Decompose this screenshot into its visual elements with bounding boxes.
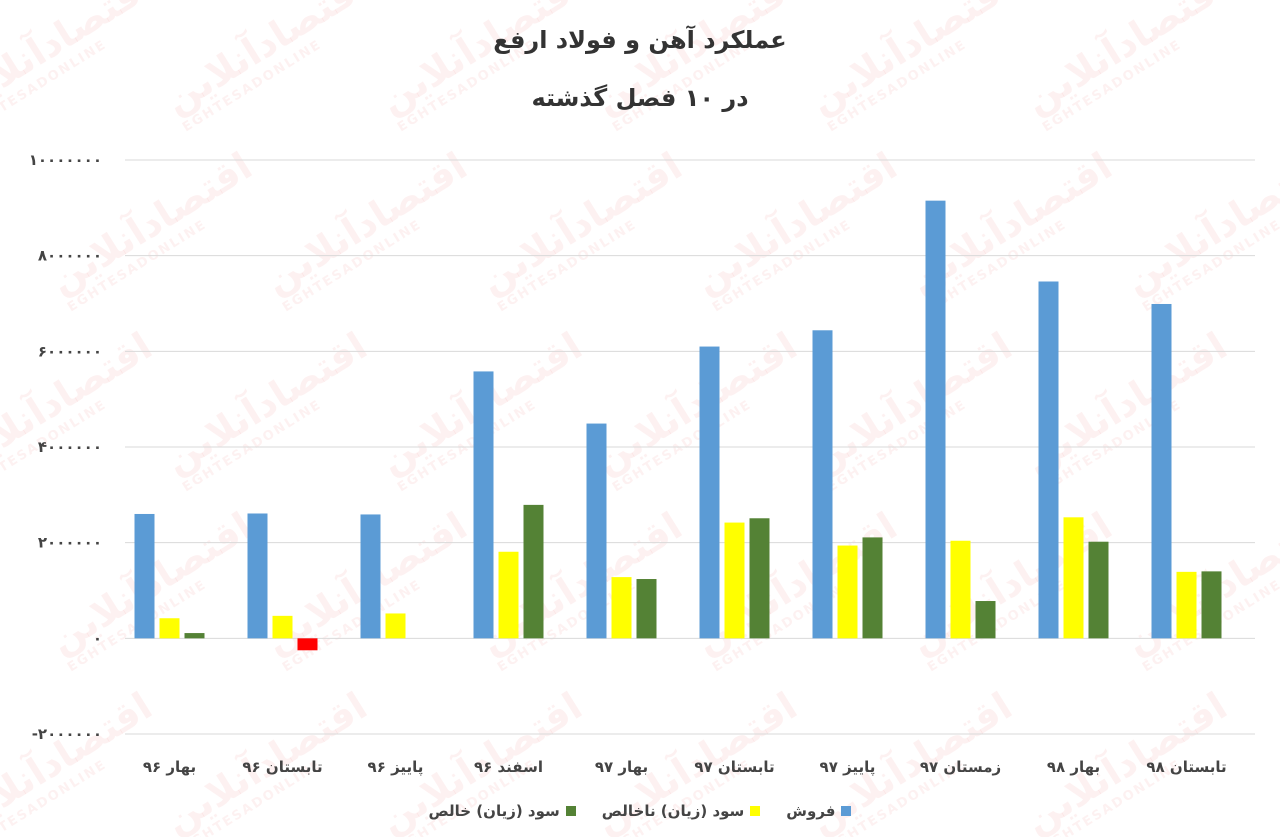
bar-series-0-3 [473, 371, 494, 639]
y-tick-label: -۲۰۰۰۰۰۰ [32, 725, 102, 743]
bars [134, 200, 1222, 651]
bar-series-0-4 [586, 423, 607, 639]
bar-series-1-2 [385, 613, 406, 639]
x-tick-label: بهار ۹۸ [1047, 758, 1100, 776]
bar-series-1-7 [950, 540, 971, 639]
bar-series-0-1 [247, 513, 268, 639]
bar-series-0-8 [1038, 281, 1059, 639]
bar-series-2-4 [636, 579, 657, 639]
legend-swatch [841, 806, 852, 816]
bar-series-0-0 [134, 513, 155, 639]
y-tick-label: ۲۰۰۰۰۰۰ [38, 534, 102, 552]
bar-series-2-8 [1088, 541, 1109, 639]
legend-item-1: سود (زیان) ناخالص [602, 802, 761, 820]
bar-series-2-0 [184, 633, 205, 639]
bar-series-2-1 [297, 638, 318, 651]
x-tick-label: تابستان ۹۷ [694, 758, 774, 776]
bar-series-1-8 [1063, 517, 1084, 639]
chart-title: عملکرد آهن و فولاد ارفع [493, 26, 787, 54]
y-tick-label: ۰ [93, 629, 102, 647]
y-tick-label: ۴۰۰۰۰۰۰ [38, 438, 102, 456]
x-tick-label: تابستان ۹۸ [1146, 758, 1226, 776]
x-tick-label: بهار ۹۷ [595, 758, 648, 776]
bar-series-1-0 [159, 618, 180, 639]
x-axis-ticks: بهار ۹۶ تابستان ۹۶ پاییز ۹۶ اسفند ۹۶ بهار ۹۷… [143, 758, 1227, 777]
legend-swatch [565, 806, 576, 816]
x-tick-label: اسفند ۹۶ [474, 758, 543, 776]
y-tick-label: ۱۰۰۰۰۰۰۰ [29, 151, 102, 169]
bar-series-0-5 [699, 346, 720, 639]
bar-series-1-5 [724, 522, 745, 639]
bar-series-2-3 [523, 504, 544, 639]
bar-series-1-4 [611, 577, 632, 639]
bar-series-0-9 [1151, 303, 1172, 639]
y-axis-ticks: -۲۰۰۰۰۰۰ ۰ ۲۰۰۰۰۰۰ ۴۰۰۰۰۰۰ ۶۰۰۰۰۰۰ ۸۰۰۰۰۰۰ ۱۰۰… [29, 151, 102, 743]
bar-series-0-2 [360, 514, 381, 639]
legend-swatch [750, 806, 761, 816]
y-tick-label: ۸۰۰۰۰۰۰ [38, 247, 102, 265]
legend-item-0: فروش [786, 802, 852, 820]
legend-label: سود (زیان) خالص [428, 802, 560, 820]
y-tick-label: ۶۰۰۰۰۰۰ [38, 342, 102, 360]
x-tick-label: زمستان ۹۷ [920, 758, 1001, 776]
legend: فروش سود (زیان) ناخالص سود (زیان) خالص [0, 802, 1280, 820]
bar-series-2-9 [1201, 571, 1222, 639]
x-tick-label: پاییز ۹۶ [368, 758, 424, 777]
x-tick-label: پاییز ۹۷ [820, 758, 876, 777]
bar-series-1-1 [272, 615, 293, 639]
bar-series-1-6 [837, 545, 858, 639]
bar-series-0-6 [812, 330, 833, 639]
gridlines [125, 159, 1255, 735]
bar-series-1-9 [1176, 571, 1197, 639]
bar-series-2-7 [975, 601, 996, 639]
legend-label: سود (زیان) ناخالص [601, 802, 745, 820]
x-tick-label: بهار ۹۶ [143, 758, 196, 776]
bar-series-0-7 [925, 200, 946, 639]
x-tick-label: تابستان ۹۶ [242, 758, 322, 776]
bar-series-2-5 [749, 518, 770, 639]
legend-item-2: سود (زیان) خالص [429, 802, 576, 820]
bar-series-2-6 [862, 537, 883, 639]
bar-series-1-3 [498, 551, 519, 639]
legend-label: فروش [786, 802, 836, 820]
chart-subtitle: در ۱۰ فصل گذشته [531, 84, 749, 112]
